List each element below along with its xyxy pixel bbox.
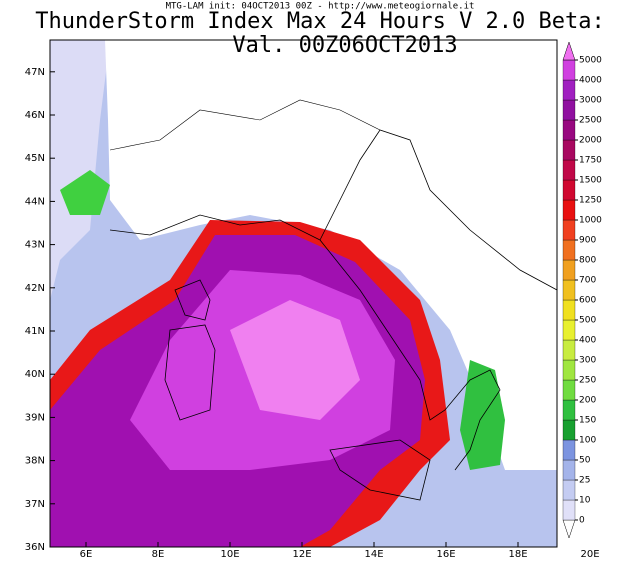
colorbar-segment <box>562 439 576 461</box>
corsica <box>174 279 211 321</box>
colorbar-label: 500 <box>579 316 596 326</box>
colorbar-segment <box>562 479 576 501</box>
colorbar-segment <box>562 359 576 381</box>
colorbar-label: 0 <box>579 516 585 526</box>
lat-label: 40N <box>25 369 45 380</box>
colorbar-label: 1250 <box>579 196 602 206</box>
lon-label: 10E <box>220 549 239 560</box>
colorbar-label: 400 <box>579 336 596 346</box>
colorbar-segment <box>562 179 576 201</box>
colorbar-label: 25 <box>579 476 590 486</box>
lat-label: 41N <box>25 326 45 337</box>
land-field <box>105 40 557 470</box>
lat-label: 36N <box>25 542 45 553</box>
coastline <box>319 129 557 291</box>
lat-label: 38N <box>25 456 45 467</box>
header-line: MTG-LAM init: 04OCT2013 00Z - http://www… <box>166 2 475 12</box>
pink-field <box>230 300 360 420</box>
colorbar-label: 700 <box>579 276 596 286</box>
lon-label: 16E <box>436 549 455 560</box>
colorbar-label: 600 <box>579 296 596 306</box>
colorbar-label: 10 <box>579 496 591 506</box>
colorbar-label: 100 <box>579 436 596 446</box>
colorbar-segment <box>562 299 576 321</box>
colorbar-label: 2000 <box>579 136 602 146</box>
sardinia <box>164 324 216 421</box>
colorbar-label: 300 <box>579 356 596 366</box>
colorbar-segment <box>562 79 576 101</box>
colorbar-segment <box>562 499 576 521</box>
green-field <box>460 360 505 470</box>
colorbar-segment <box>562 279 576 301</box>
colorbar-label: 1750 <box>579 156 602 166</box>
lon-label: 12E <box>292 549 311 560</box>
colorbar-under <box>562 519 576 539</box>
colorbar-segment <box>562 459 576 481</box>
lon-label: 8E <box>152 549 165 560</box>
colorbar-segment <box>562 399 576 421</box>
colorbar-label: 3000 <box>579 96 602 106</box>
lat-label: 43N <box>25 240 45 251</box>
green-field <box>60 170 110 215</box>
sicily <box>329 439 431 501</box>
lat-label: 39N <box>25 412 45 423</box>
colorbar-label: 50 <box>579 456 591 466</box>
lat-label: 47N <box>25 67 45 78</box>
colorbar-segment <box>562 119 576 141</box>
lon-label: 20E <box>580 549 599 560</box>
border <box>109 99 381 151</box>
colorbar-segment <box>562 139 576 161</box>
colorbar-label: 200 <box>579 396 596 406</box>
map-frame <box>49 39 558 548</box>
lat-label: 42N <box>25 283 45 294</box>
colorbar-label: 900 <box>579 236 596 246</box>
lon-label: 6E <box>80 549 93 560</box>
colorbar-label: 250 <box>579 376 596 386</box>
lon-label: 18E <box>508 549 527 560</box>
colorbar-label: 150 <box>579 416 596 426</box>
low-field <box>50 40 110 300</box>
lat-label: 46N <box>25 110 45 121</box>
lon-label: 14E <box>364 549 383 560</box>
title: ThunderStorm Index Max 24 Hours V 2.0 Be… <box>35 9 605 34</box>
colorbar-segment <box>562 219 576 241</box>
lat-label: 44N <box>25 196 45 207</box>
coastline <box>109 214 501 471</box>
colorbar-segment <box>562 259 576 281</box>
colorbar-label: 4000 <box>579 76 602 86</box>
colorbar-label: 2500 <box>579 116 602 126</box>
lat-label: 37N <box>25 499 45 510</box>
colorbar-segment <box>562 379 576 401</box>
map-field <box>50 40 557 547</box>
colorbar-label: 800 <box>579 256 596 266</box>
lat-label: 45N <box>25 153 45 164</box>
colorbar-segment <box>562 239 576 261</box>
colorbar-segment <box>562 339 576 361</box>
colorbar-segment <box>562 199 576 221</box>
colorbar-label: 1500 <box>579 176 602 186</box>
colorbar-label: 5000 <box>579 56 602 66</box>
subtitle: Val. 00Z06OCT2013 <box>232 33 457 58</box>
colorbar-segment <box>562 419 576 441</box>
colorbar-over <box>562 41 576 61</box>
colorbar-segment <box>562 159 576 181</box>
colorbar-label: 1000 <box>579 216 602 226</box>
colorbar-segment <box>562 99 576 121</box>
colorbar-segment <box>562 59 576 81</box>
colorbar-segment <box>562 319 576 341</box>
